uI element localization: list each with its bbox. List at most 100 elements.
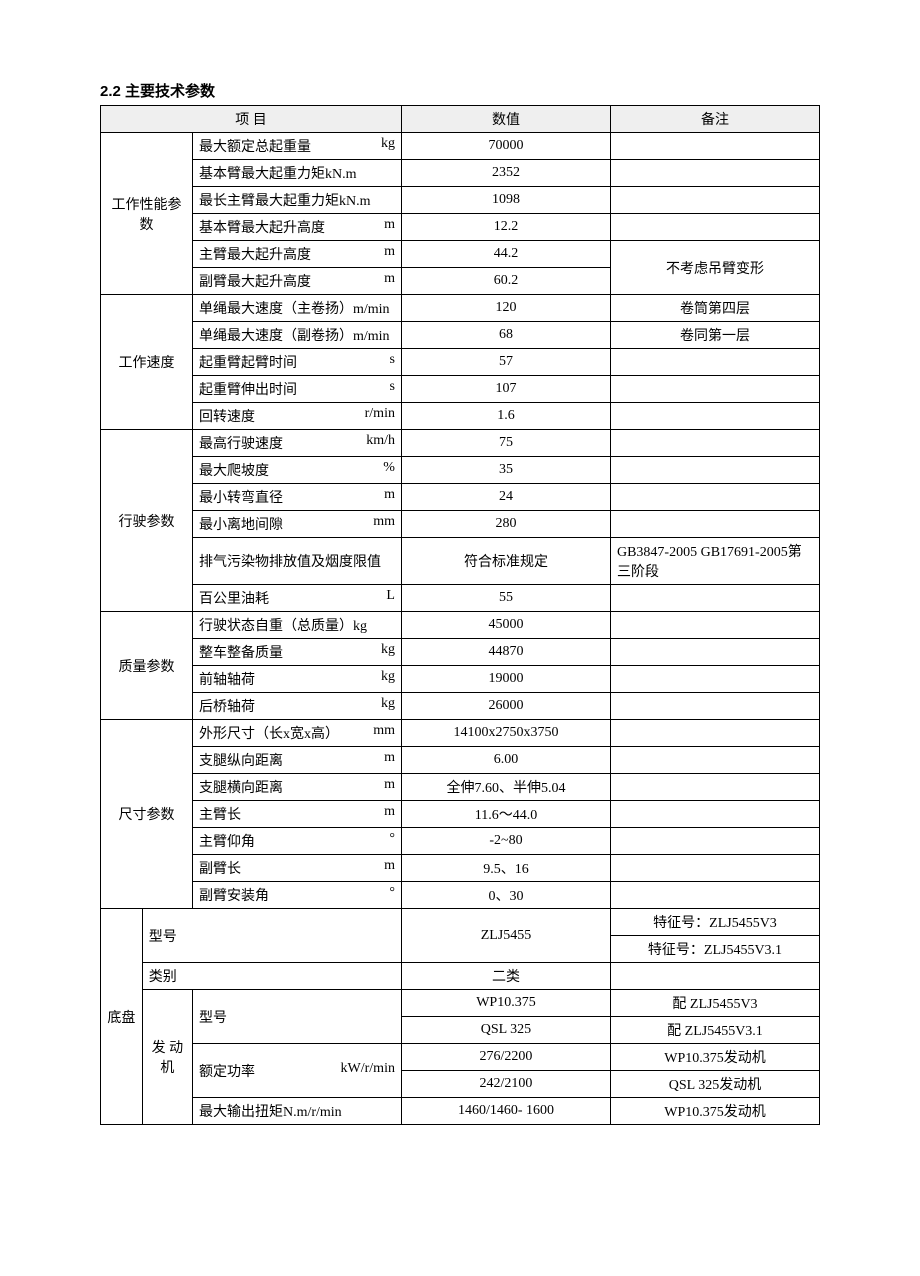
category-cell: 工作性能参数 [101, 133, 193, 295]
value-cell: 6.00 [401, 747, 610, 774]
table-row: 副臂长m9.5、16 [101, 855, 820, 882]
note-cell [610, 801, 819, 828]
note-cell: 配 ZLJ5455V3.1 [610, 1017, 819, 1044]
value-cell: ZLJ5455 [401, 909, 610, 963]
value-cell: 全伸7.60、半伸5.04 [401, 774, 610, 801]
table-row: 主臂长m11.6〜44.0 [101, 801, 820, 828]
table-row: 回转速度r/min1.6 [101, 403, 820, 430]
note-cell [610, 585, 819, 612]
table-row: 支腿纵向距离m6.00 [101, 747, 820, 774]
value-cell: 14100x2750x3750 [401, 720, 610, 747]
param-label: 外形尺寸（长x宽x高）mm [192, 720, 401, 747]
note-cell [610, 882, 819, 909]
table-row: 类别二类 [101, 963, 820, 990]
note-cell [610, 747, 819, 774]
param-label: 最小转弯直径m [192, 484, 401, 511]
spec-table: 项 目 数值 备注 工作性能参数最大额定总起重量kg70000基本臂最大起重力矩… [100, 105, 820, 1125]
param-label: 基本臂最大起升高度m [192, 214, 401, 241]
value-cell: 280 [401, 511, 610, 538]
table-row: 基本臂最大起重力矩kN.m2352 [101, 160, 820, 187]
table-row: 发 动机型号WP10.375配 ZLJ5455V3 [101, 990, 820, 1017]
table-row: 百公里油耗L55 [101, 585, 820, 612]
param-label: 整车整备质量kg [192, 639, 401, 666]
note-cell [610, 403, 819, 430]
value-cell: 26000 [401, 693, 610, 720]
table-row: 主臂仰角°-2~80 [101, 828, 820, 855]
table-row: 支腿横向距离m全伸7.60、半伸5.04 [101, 774, 820, 801]
note-cell [610, 187, 819, 214]
value-cell: 75 [401, 430, 610, 457]
note-cell [610, 774, 819, 801]
param-label: 主臂仰角° [192, 828, 401, 855]
note-cell: QSL 325发动机 [610, 1071, 819, 1098]
value-cell: QSL 325 [401, 1017, 610, 1044]
value-cell: 二类 [401, 963, 610, 990]
value-cell: 44.2 [401, 241, 610, 268]
value-cell: 符合标准规定 [401, 538, 610, 585]
header-item: 项 目 [101, 106, 402, 133]
table-row: 排气污染物排放值及烟度限值符合标准规定GB3847-2005 GB17691-2… [101, 538, 820, 585]
param-label: 最长主臂最大起重力矩kN.m [192, 187, 401, 214]
note-cell [610, 349, 819, 376]
note-cell: 配 ZLJ5455V3 [610, 990, 819, 1017]
param-label: 主臂最大起升高度m [192, 241, 401, 268]
value-cell: WP10.375 [401, 990, 610, 1017]
note-cell: 特征号：ZLJ5455V3 [610, 909, 819, 936]
category-cell: 质量参数 [101, 612, 193, 720]
param-label: 单绳最大速度（副卷扬）m/min [192, 322, 401, 349]
note-cell: 特征号：ZLJ5455V3.1 [610, 936, 819, 963]
param-label: 最小离地间隙mm [192, 511, 401, 538]
note-cell [610, 133, 819, 160]
section-heading: 2.2 主要技术参数 [100, 80, 820, 101]
value-cell: 107 [401, 376, 610, 403]
param-label: 额定功率kW/r/min [192, 1044, 401, 1098]
value-cell: 1460/1460- 1600 [401, 1098, 610, 1125]
table-row: 额定功率kW/r/min276/2200WP10.375发动机 [101, 1044, 820, 1071]
value-cell: 120 [401, 295, 610, 322]
table-row: 底盘型号ZLJ5455特征号：ZLJ5455V3 [101, 909, 820, 936]
category-cell: 底盘 [101, 909, 143, 1125]
param-label: 主臂长m [192, 801, 401, 828]
table-row: 起重臂伸出时间s107 [101, 376, 820, 403]
value-cell: 19000 [401, 666, 610, 693]
table-row: 最大爬坡度%35 [101, 457, 820, 484]
param-label: 最大额定总起重量kg [192, 133, 401, 160]
note-cell [610, 828, 819, 855]
note-cell: 卷同第一层 [610, 322, 819, 349]
note-cell [610, 457, 819, 484]
table-row: 质量参数行驶状态自重（总质量）kg45000 [101, 612, 820, 639]
table-row: 整车整备质量kg44870 [101, 639, 820, 666]
value-cell: 9.5、16 [401, 855, 610, 882]
param-label: 副臂长m [192, 855, 401, 882]
param-label: 型号 [192, 990, 401, 1044]
value-cell: 44870 [401, 639, 610, 666]
table-row: 单绳最大速度（副卷扬）m/min68卷同第一层 [101, 322, 820, 349]
note-cell [610, 511, 819, 538]
note-cell: WP10.375发动机 [610, 1098, 819, 1125]
param-label: 支腿纵向距离m [192, 747, 401, 774]
table-row: 起重臂起臂时间s57 [101, 349, 820, 376]
table-row: 副臂安装角°0、30 [101, 882, 820, 909]
note-cell [610, 666, 819, 693]
note-cell [610, 160, 819, 187]
value-cell: 276/2200 [401, 1044, 610, 1071]
note-cell [610, 963, 819, 990]
header-row: 项 目 数值 备注 [101, 106, 820, 133]
param-label: 最大输出扭矩N.m/r/min [192, 1098, 401, 1125]
value-cell: 35 [401, 457, 610, 484]
value-cell: 55 [401, 585, 610, 612]
param-label: 前轴轴荷kg [192, 666, 401, 693]
table-row: 行驶参数最高行驶速度km/h75 [101, 430, 820, 457]
note-cell [610, 720, 819, 747]
category-cell: 工作速度 [101, 295, 193, 430]
note-cell [610, 484, 819, 511]
table-row: 最大输出扭矩N.m/r/min1460/1460- 1600WP10.375发动… [101, 1098, 820, 1125]
param-label: 起重臂伸出时间s [192, 376, 401, 403]
value-cell: 24 [401, 484, 610, 511]
value-cell: 242/2100 [401, 1071, 610, 1098]
param-label: 百公里油耗L [192, 585, 401, 612]
value-cell: 68 [401, 322, 610, 349]
value-cell: 2352 [401, 160, 610, 187]
note-cell: GB3847-2005 GB17691-2005第三阶段 [610, 538, 819, 585]
table-row: 基本臂最大起升高度m12.2 [101, 214, 820, 241]
